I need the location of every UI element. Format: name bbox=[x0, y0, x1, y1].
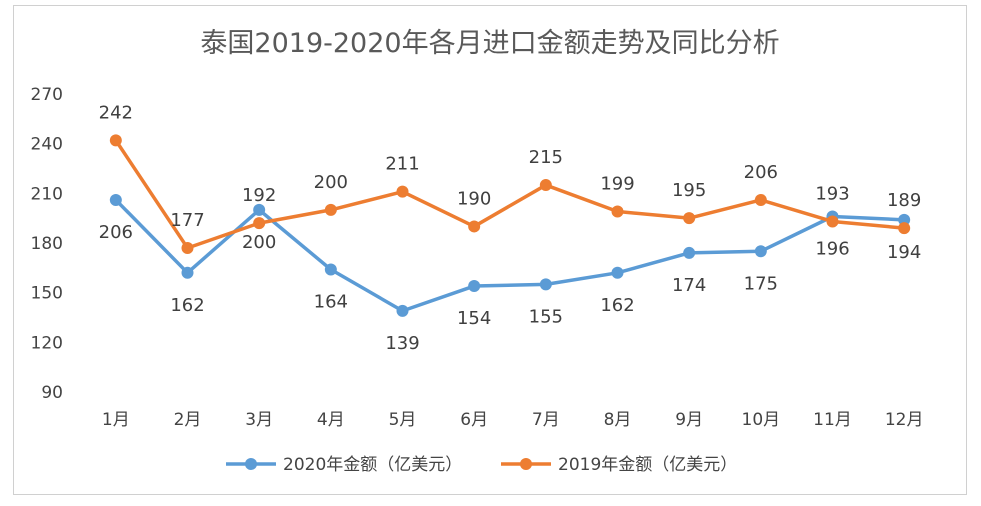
data-label: 192 bbox=[242, 185, 276, 206]
data-point bbox=[396, 304, 409, 317]
data-point bbox=[898, 222, 911, 235]
data-point bbox=[754, 245, 767, 258]
data-point bbox=[253, 217, 266, 230]
data-point bbox=[324, 203, 337, 216]
data-label: 194 bbox=[887, 242, 921, 263]
data-label: 164 bbox=[314, 291, 348, 312]
data-point bbox=[539, 278, 552, 291]
series-group: 206 162 200 164 139 154 155 162 174 175 196 194 242 1… bbox=[99, 102, 922, 354]
data-label: 154 bbox=[457, 308, 491, 329]
y-tick-label: 180 bbox=[31, 234, 63, 254]
x-tick-label: 4月 bbox=[317, 410, 345, 430]
y-tick-label: 120 bbox=[31, 333, 63, 353]
data-label: 200 bbox=[242, 232, 276, 253]
data-label: 162 bbox=[600, 295, 634, 316]
series-1: 206 162 200 164 139 154 155 162 174 175 196 194 bbox=[99, 193, 921, 354]
legend: 2020年金额（亿美元） 2019年金额（亿美元） bbox=[226, 455, 737, 475]
data-label: 206 bbox=[744, 162, 778, 183]
data-point bbox=[611, 266, 624, 279]
x-tick-label: 7月 bbox=[532, 410, 560, 430]
data-point bbox=[683, 212, 696, 225]
data-point bbox=[898, 213, 911, 226]
x-tick-label: 9月 bbox=[675, 410, 703, 430]
y-tick-label: 240 bbox=[31, 135, 63, 155]
data-label: 193 bbox=[815, 183, 849, 204]
data-point bbox=[754, 193, 767, 206]
data-label: 162 bbox=[170, 295, 204, 316]
y-tick-label: 270 bbox=[31, 85, 63, 105]
data-point bbox=[611, 205, 624, 218]
data-point bbox=[181, 266, 194, 279]
x-tick-label: 6月 bbox=[460, 410, 488, 430]
series-line bbox=[114, 139, 905, 250]
data-label: 155 bbox=[529, 306, 563, 327]
data-label: 190 bbox=[457, 188, 491, 209]
data-label: 195 bbox=[672, 180, 706, 201]
y-tick-label: 210 bbox=[31, 184, 63, 204]
data-point bbox=[109, 134, 122, 147]
data-label: 199 bbox=[600, 174, 634, 195]
data-label: 242 bbox=[99, 102, 133, 123]
x-axis: 1月 2月 3月 4月 5月 6月 7月 8月 9月 10月 11月 12月 bbox=[102, 410, 924, 430]
data-label: 196 bbox=[815, 239, 849, 260]
chart-frame bbox=[13, 5, 967, 495]
x-tick-label: 5月 bbox=[389, 410, 417, 430]
data-point bbox=[468, 280, 481, 293]
data-label: 200 bbox=[314, 172, 348, 193]
data-label: 177 bbox=[170, 210, 204, 231]
legend-swatch-marker bbox=[520, 458, 532, 470]
x-tick-label: 11月 bbox=[813, 410, 852, 430]
x-tick-label: 12月 bbox=[885, 410, 924, 430]
x-tick-label: 3月 bbox=[245, 410, 273, 430]
data-label: 206 bbox=[99, 222, 133, 243]
legend-swatch-marker bbox=[245, 458, 257, 470]
y-axis: 90 120 150 180 210 240 270 bbox=[31, 85, 63, 403]
legend-label: 2020年金额（亿美元） bbox=[283, 455, 462, 475]
data-label: 215 bbox=[529, 147, 563, 168]
data-label: 189 bbox=[887, 190, 921, 211]
data-point bbox=[324, 263, 337, 276]
x-tick-label: 10月 bbox=[742, 410, 781, 430]
data-point bbox=[109, 193, 122, 206]
legend-label: 2019年金额（亿美元） bbox=[558, 455, 737, 475]
chart-title: 泰国2019-2020年各月进口金额走势及同比分析 bbox=[200, 28, 779, 59]
x-tick-label: 2月 bbox=[174, 410, 202, 430]
x-tick-label: 1月 bbox=[102, 410, 130, 430]
data-point bbox=[539, 179, 552, 192]
legend-item-2: 2019年金额（亿美元） bbox=[501, 455, 737, 475]
legend-item-1: 2020年金额（亿美元） bbox=[226, 455, 462, 475]
y-tick-label: 150 bbox=[31, 284, 63, 304]
data-point bbox=[181, 241, 194, 254]
series-line bbox=[114, 198, 905, 313]
data-label: 174 bbox=[672, 275, 706, 296]
data-label: 139 bbox=[385, 333, 419, 354]
x-tick-label: 8月 bbox=[604, 410, 632, 430]
data-label: 211 bbox=[385, 154, 419, 175]
series-2: 242 177 192 200 211 190 215 199 195 206 193 189 bbox=[99, 102, 921, 254]
y-tick-label: 90 bbox=[41, 383, 63, 403]
data-label: 175 bbox=[744, 273, 778, 294]
data-point bbox=[468, 220, 481, 233]
data-point bbox=[826, 215, 839, 228]
data-point bbox=[253, 203, 266, 216]
data-point bbox=[683, 246, 696, 259]
data-point bbox=[396, 185, 409, 198]
